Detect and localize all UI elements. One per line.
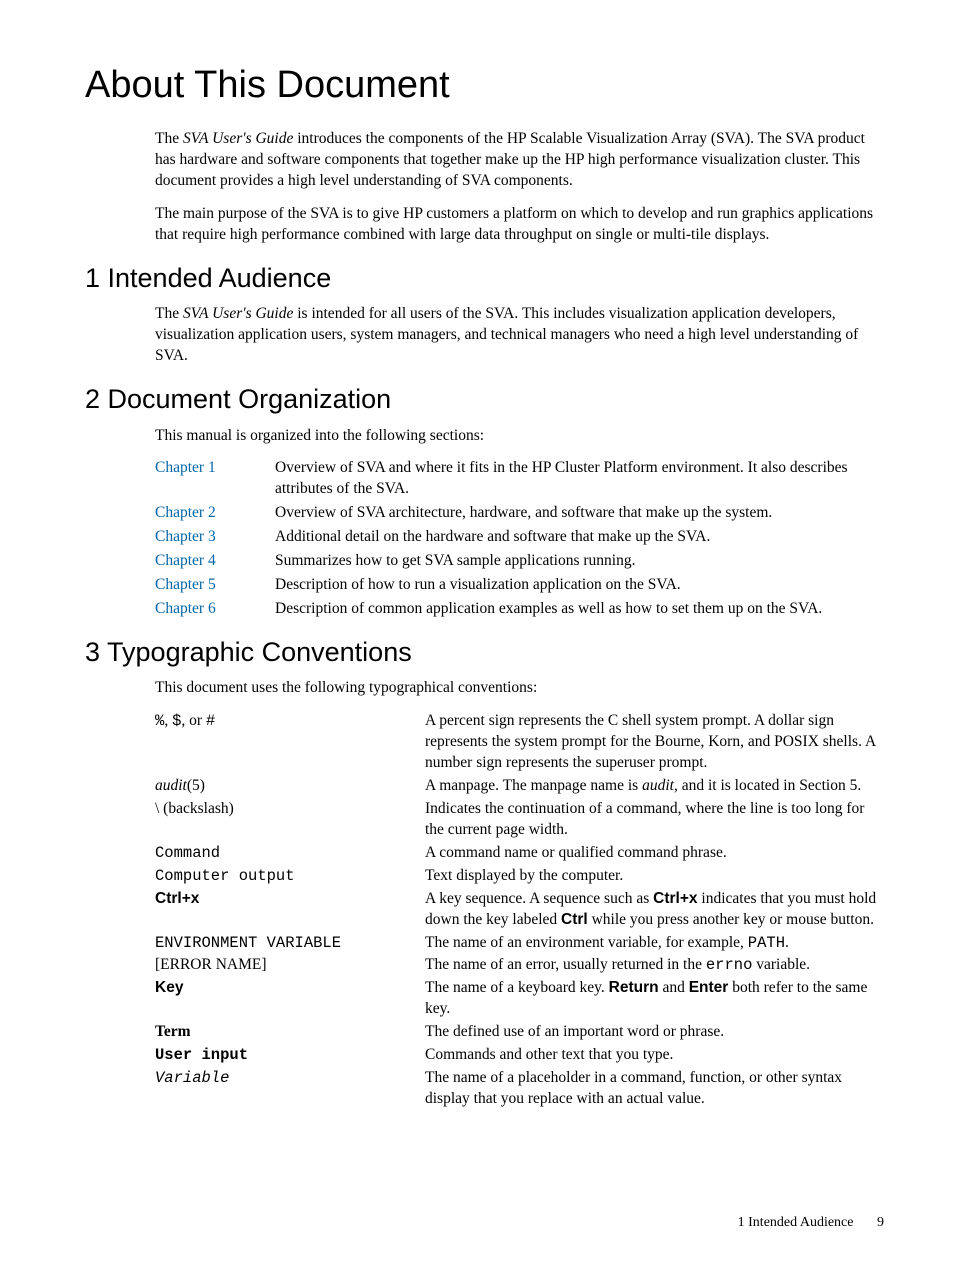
conv-term: Term <box>155 1022 425 1043</box>
conv-term: ENVIRONMENT VARIABLE <box>155 933 425 954</box>
conv-term: \ (backslash) <box>155 799 425 841</box>
chapter-row: Chapter 5 Description of how to run a vi… <box>155 575 884 596</box>
text: The <box>155 305 183 322</box>
key-name: Ctrl+x <box>653 890 697 907</box>
footer-page-number: 9 <box>877 1215 884 1230</box>
chapter-link[interactable]: Chapter 4 <box>155 551 275 572</box>
text: while you press another key or mouse but… <box>588 911 874 928</box>
text: , <box>164 712 172 729</box>
conv-desc: The defined use of an important word or … <box>425 1022 884 1043</box>
conventions-list: %, $, or # A percent sign represents the… <box>155 711 884 1110</box>
conv-term: Variable <box>155 1068 425 1110</box>
text: . <box>785 934 789 951</box>
text: , or <box>181 712 206 729</box>
section-document-organization: 2 Document Organization This manual is o… <box>85 381 884 620</box>
conv-row-key: Key The name of a keyboard key. Return a… <box>155 978 884 1020</box>
conv-term: %, $, or # <box>155 711 425 774</box>
chapter-desc: Description of common application exampl… <box>275 599 884 620</box>
chapter-row: Chapter 3 Additional detail on the hardw… <box>155 527 884 548</box>
conv-desc: Commands and other text that you type. <box>425 1045 884 1066</box>
chapter-row: Chapter 2 Overview of SVA architecture, … <box>155 503 884 524</box>
section-intended-audience: 1 Intended Audience The SVA User's Guide… <box>85 260 884 367</box>
text: (5) <box>187 777 205 794</box>
text: A manpage. The manpage name is <box>425 777 642 794</box>
conv-term: User input <box>155 1045 425 1066</box>
chapter-desc: Additional detail on the hardware and so… <box>275 527 884 548</box>
chapter-link[interactable]: Chapter 1 <box>155 458 275 500</box>
text: The name of an environment variable, for… <box>425 934 748 951</box>
conv-row-variable: Variable The name of a placeholder in a … <box>155 1068 884 1110</box>
chapter-row: Chapter 6 Description of common applicat… <box>155 599 884 620</box>
conv-row-term: Term The defined use of an important wor… <box>155 1022 884 1043</box>
conv-row-error: [ERROR NAME] The name of an error, usual… <box>155 955 884 976</box>
key-name: Ctrl <box>561 911 588 928</box>
intro-paragraph-2: The main purpose of the SVA is to give H… <box>155 204 884 246</box>
manpage-name: audit <box>155 777 187 794</box>
conv-desc: A key sequence. A sequence such as Ctrl+… <box>425 889 884 931</box>
conv-term: Command <box>155 843 425 864</box>
text: The <box>155 130 183 147</box>
conv-row-input: User input Commands and other text that … <box>155 1045 884 1066</box>
page-title: About This Document <box>85 60 884 111</box>
text: and <box>659 979 689 996</box>
section-intro: This manual is organized into the follow… <box>155 426 884 447</box>
chapter-desc: Description of how to run a visualizatio… <box>275 575 884 596</box>
conv-desc: Text displayed by the computer. <box>425 866 884 887</box>
text: The name of an error, usually returned i… <box>425 956 706 973</box>
conv-desc: Indicates the continuation of a command,… <box>425 799 884 841</box>
chapter-desc: Summarizes how to get SVA sample applica… <box>275 551 884 572</box>
chapter-row: Chapter 4 Summarizes how to get SVA samp… <box>155 551 884 572</box>
chapter-row: Chapter 1 Overview of SVA and where it f… <box>155 458 884 500</box>
text: The name of a keyboard key. <box>425 979 609 996</box>
conv-row-env: ENVIRONMENT VARIABLE The name of an envi… <box>155 933 884 954</box>
conv-row-ctrlx: Ctrl+x A key sequence. A sequence such a… <box>155 889 884 931</box>
manpage-name: audit <box>642 777 674 794</box>
section-intro: This document uses the following typogra… <box>155 678 884 699</box>
conv-row-audit: audit(5) A manpage. The manpage name is … <box>155 776 884 797</box>
conv-row-command: Command A command name or qualified comm… <box>155 843 884 864</box>
section-heading: 2 Document Organization <box>85 381 884 417</box>
conv-row-backslash: \ (backslash) Indicates the continuation… <box>155 799 884 841</box>
conv-desc: A command name or qualified command phra… <box>425 843 884 864</box>
conv-desc: The name of an environment variable, for… <box>425 933 884 954</box>
footer-section-label: 1 Intended Audience <box>738 1215 854 1230</box>
section-heading: 3 Typographic Conventions <box>85 634 884 670</box>
page-footer: 1 Intended Audience 9 <box>738 1214 884 1233</box>
conv-term: Computer output <box>155 866 425 887</box>
conv-desc: The name of a keyboard key. Return and E… <box>425 978 884 1020</box>
chapter-link[interactable]: Chapter 3 <box>155 527 275 548</box>
intro-paragraph-1: The SVA User's Guide introduces the comp… <box>155 129 884 192</box>
conv-term: [ERROR NAME] <box>155 955 425 976</box>
env-name: PATH <box>748 934 785 952</box>
key-name: Enter <box>689 979 729 996</box>
symbol: $ <box>172 712 181 730</box>
conv-term: Key <box>155 978 425 1020</box>
doc-name: SVA User's Guide <box>183 305 293 322</box>
section-heading: 1 Intended Audience <box>85 260 884 296</box>
section-paragraph: The SVA User's Guide is intended for all… <box>155 304 884 367</box>
chapter-link[interactable]: Chapter 2 <box>155 503 275 524</box>
symbol: % <box>155 712 164 730</box>
text: A key sequence. A sequence such as <box>425 890 653 907</box>
conv-desc: A percent sign represents the C shell sy… <box>425 711 884 774</box>
conv-desc: The name of an error, usually returned i… <box>425 955 884 976</box>
chapter-desc: Overview of SVA architecture, hardware, … <box>275 503 884 524</box>
text: , and it is located in Section 5. <box>674 777 861 794</box>
section-typographic-conventions: 3 Typographic Conventions This document … <box>85 634 884 1110</box>
conv-desc: The name of a placeholder in a command, … <box>425 1068 884 1110</box>
conv-term: audit(5) <box>155 776 425 797</box>
key-name: Return <box>609 979 659 996</box>
var-name: errno <box>706 956 753 974</box>
chapter-list: Chapter 1 Overview of SVA and where it f… <box>155 458 884 619</box>
text: variable. <box>752 956 810 973</box>
conv-row-output: Computer output Text displayed by the co… <box>155 866 884 887</box>
symbol: # <box>206 712 215 730</box>
chapter-desc: Overview of SVA and where it fits in the… <box>275 458 884 500</box>
conv-term: Ctrl+x <box>155 889 425 931</box>
doc-name: SVA User's Guide <box>183 130 293 147</box>
chapter-link[interactable]: Chapter 6 <box>155 599 275 620</box>
conv-desc: A manpage. The manpage name is audit, an… <box>425 776 884 797</box>
conv-row-percent: %, $, or # A percent sign represents the… <box>155 711 884 774</box>
chapter-link[interactable]: Chapter 5 <box>155 575 275 596</box>
